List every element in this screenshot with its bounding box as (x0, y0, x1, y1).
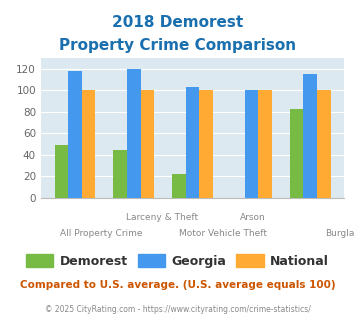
Text: Larceny & Theft: Larceny & Theft (126, 213, 198, 222)
Text: Burglary: Burglary (325, 229, 355, 238)
Text: Arson: Arson (240, 213, 266, 222)
Bar (127, 69, 141, 198)
Legend: Demorest, Georgia, National: Demorest, Georgia, National (21, 249, 334, 273)
Bar (290, 109, 304, 198)
Bar (317, 90, 331, 198)
Bar (304, 74, 317, 198)
Bar (186, 87, 200, 198)
Bar (258, 90, 272, 198)
Text: Property Crime Comparison: Property Crime Comparison (59, 38, 296, 53)
Bar (245, 90, 258, 198)
Bar (55, 145, 68, 198)
Bar (114, 149, 127, 198)
Text: Motor Vehicle Theft: Motor Vehicle Theft (179, 229, 267, 238)
Bar (141, 90, 154, 198)
Bar (68, 71, 82, 198)
Text: 2018 Demorest: 2018 Demorest (112, 15, 243, 30)
Bar (82, 90, 95, 198)
Text: © 2025 CityRating.com - https://www.cityrating.com/crime-statistics/: © 2025 CityRating.com - https://www.city… (45, 306, 310, 314)
Text: Compared to U.S. average. (U.S. average equals 100): Compared to U.S. average. (U.S. average … (20, 280, 335, 290)
Bar (172, 174, 186, 198)
Bar (200, 90, 213, 198)
Text: All Property Crime: All Property Crime (60, 229, 143, 238)
